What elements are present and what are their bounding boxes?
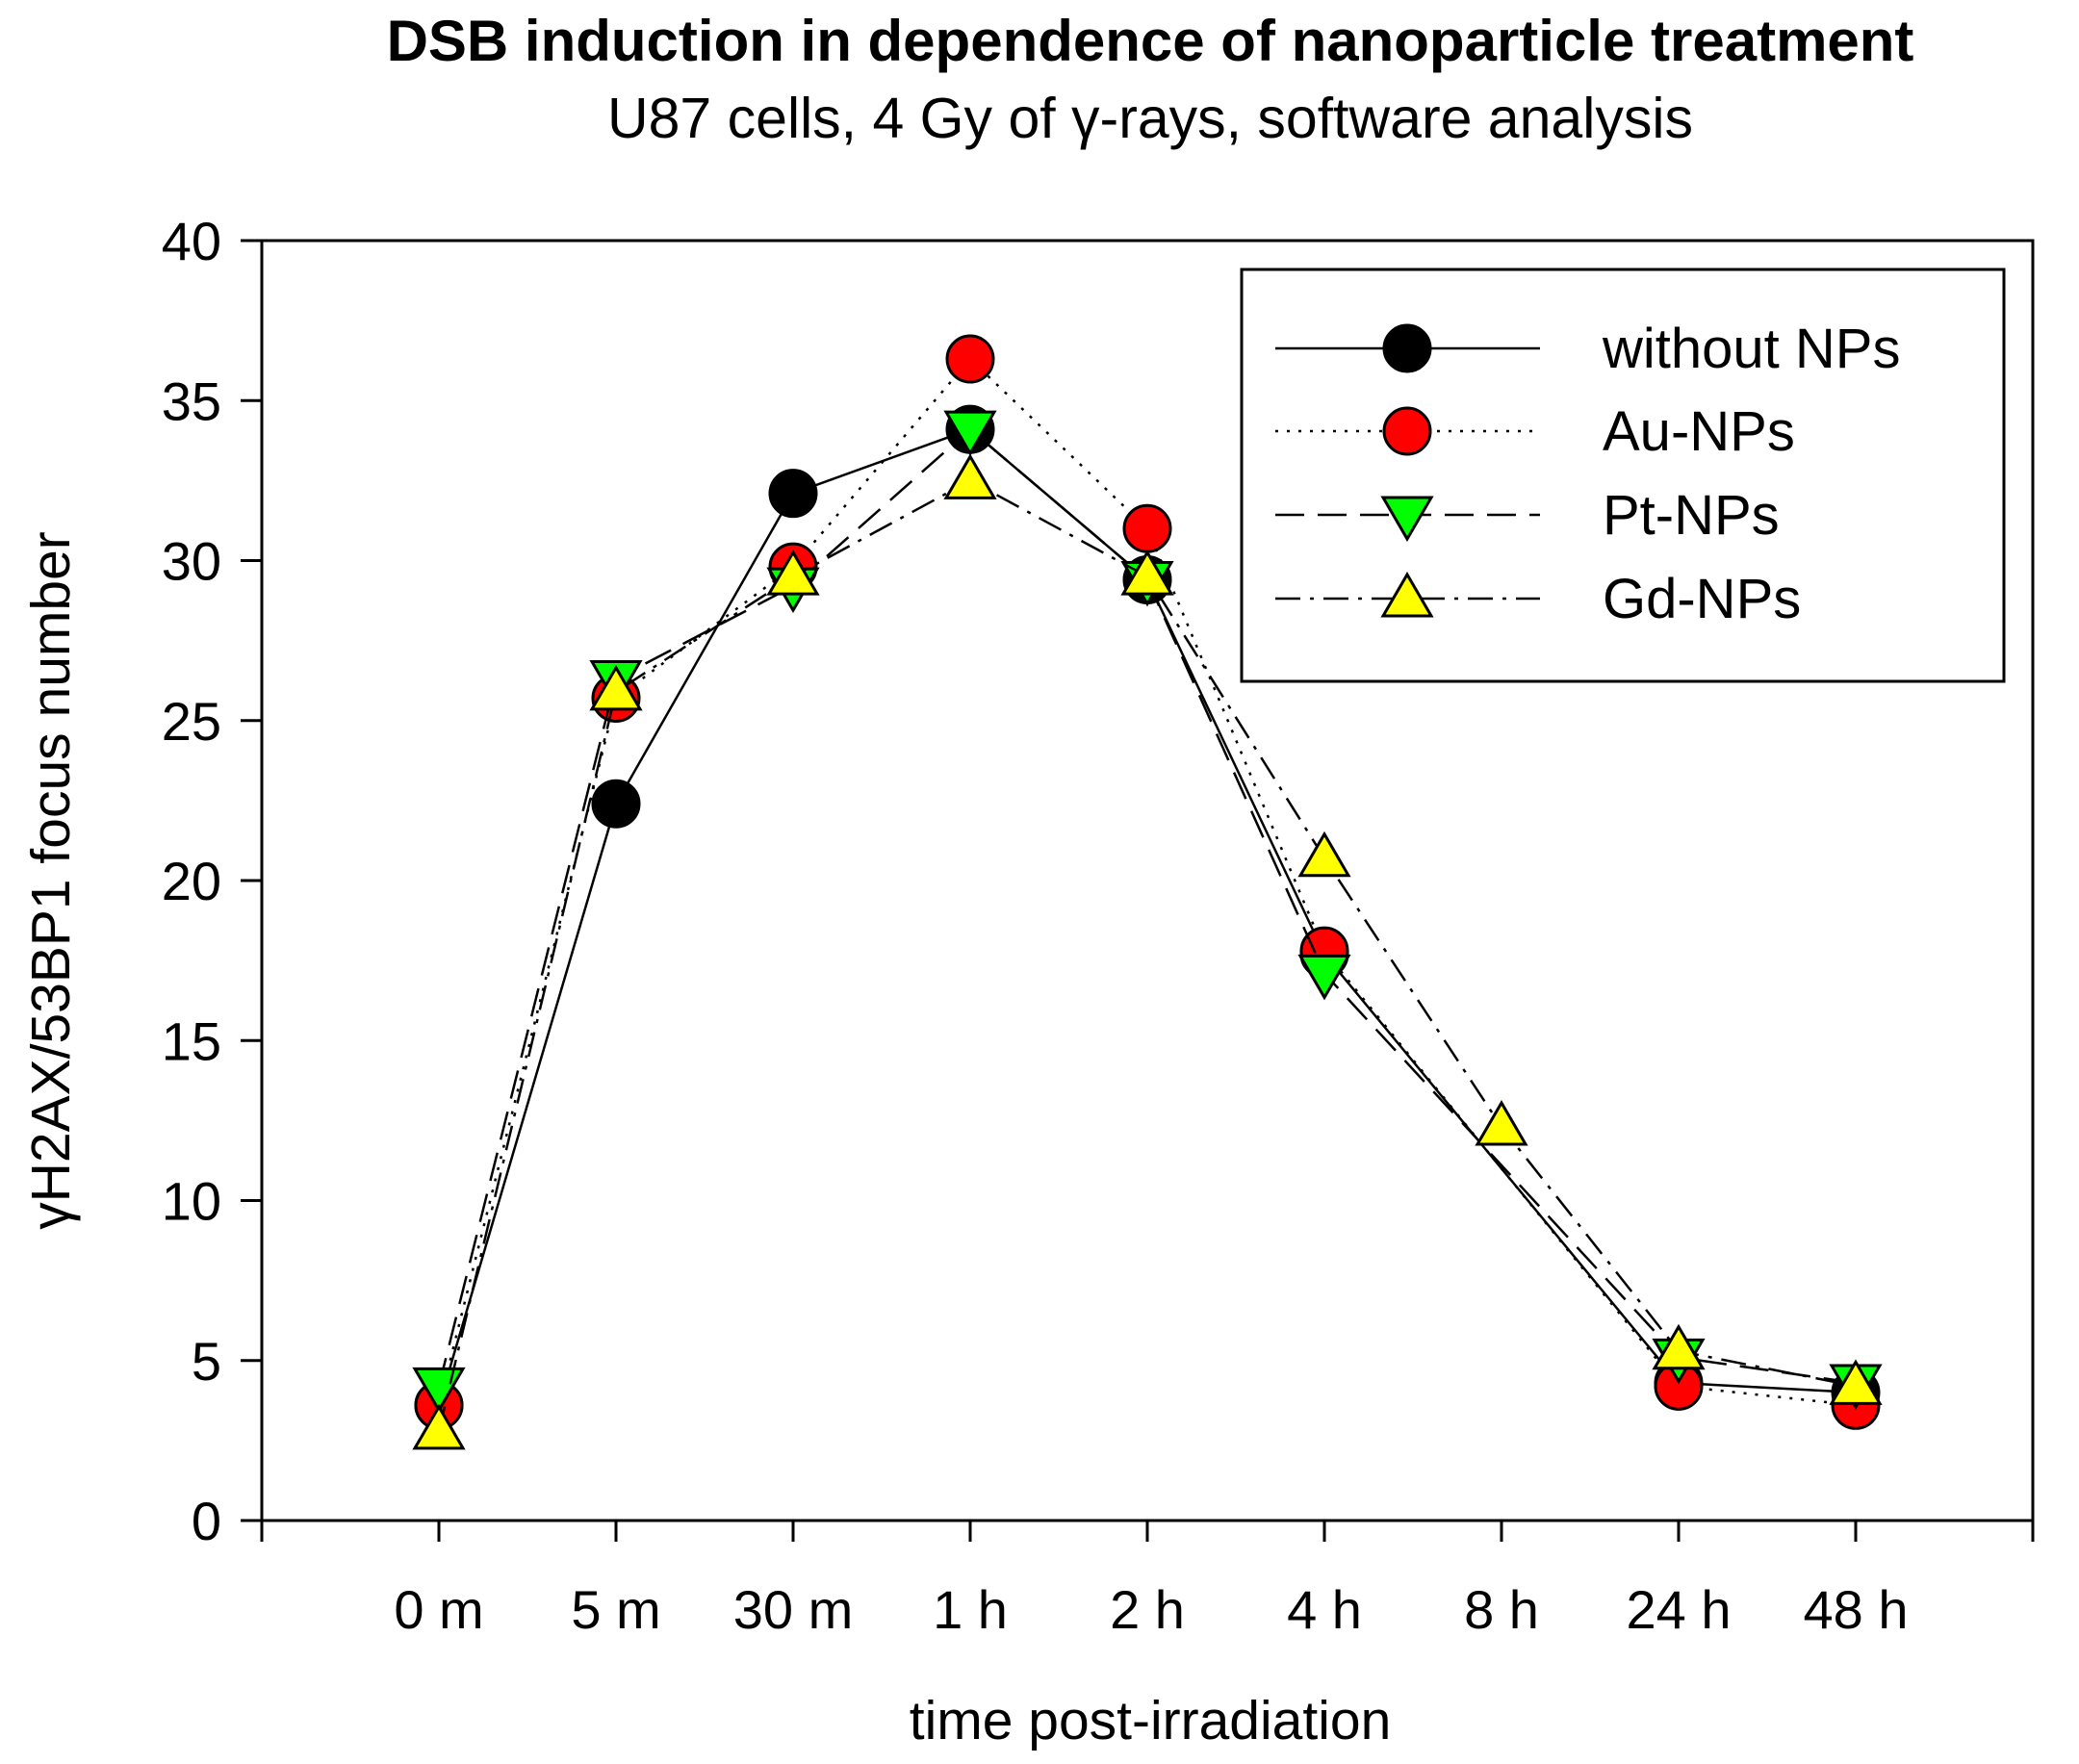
x-tick-label: 8 h — [1464, 1579, 1539, 1640]
x-tick-label: 1 h — [933, 1579, 1008, 1640]
legend-marker — [1382, 323, 1432, 373]
data-point — [945, 334, 995, 384]
legend-marker — [1380, 572, 1434, 618]
data-point — [766, 550, 820, 596]
x-tick-label: 4 h — [1287, 1579, 1362, 1640]
y-tick-label: 0 — [192, 1491, 221, 1551]
data-point — [1297, 831, 1351, 878]
y-tick-label: 40 — [162, 211, 221, 271]
y-tick-label: 10 — [162, 1171, 221, 1232]
x-tick-label: 2 h — [1110, 1579, 1185, 1640]
data-point — [768, 469, 818, 519]
y-tick-label: 35 — [162, 371, 221, 431]
data-point — [589, 664, 643, 711]
series-line — [437, 427, 1857, 1387]
data-point — [943, 410, 997, 457]
series-line — [437, 478, 1857, 1432]
x-tick-label: 24 h — [1627, 1579, 1732, 1640]
x-tick-label: 0 m — [394, 1579, 483, 1640]
x-tick-label: 5 m — [571, 1579, 660, 1640]
legend: without NPs Au-NPs Pt-NPs Gd-NPs — [1240, 268, 2006, 683]
legend-label: without NPs — [1602, 318, 1900, 380]
data-point — [1829, 1359, 1883, 1405]
data-point — [1297, 954, 1351, 1001]
y-tick-label: 30 — [162, 531, 221, 592]
series-gd-nps — [412, 453, 1883, 1450]
chart-subtitle: U87 cells, 4 Gy of γ-rays, software anal… — [607, 87, 1693, 150]
data-point — [1652, 1323, 1706, 1370]
data-point — [1475, 1100, 1528, 1146]
x-axis-label: time post-irradiation — [910, 1690, 1392, 1751]
chart-title: DSB induction in dependence of nanoparti… — [387, 9, 1914, 73]
data-point — [1120, 550, 1174, 596]
data-point — [943, 453, 997, 499]
series-line — [437, 357, 1857, 1407]
x-tick-label: 30 m — [733, 1579, 854, 1640]
legend-label: Pt-NPs — [1603, 484, 1780, 547]
y-tick-label: 5 — [192, 1331, 221, 1392]
legend-label: Au-NPs — [1603, 400, 1795, 463]
data-point — [412, 1403, 466, 1450]
y-axis-label: γH2AX/53BP1 focus number — [20, 531, 82, 1230]
y-tick-label: 15 — [162, 1010, 221, 1071]
data-point — [591, 779, 641, 829]
legend-marker — [1382, 406, 1432, 456]
x-tick-label: 48 h — [1804, 1579, 1909, 1640]
y-tick-label: 25 — [162, 691, 221, 752]
legend-marker — [1380, 496, 1434, 542]
data-point — [1122, 503, 1172, 553]
y-tick-label: 20 — [162, 851, 221, 911]
legend-box — [1240, 268, 2006, 683]
legend-label: Gd-NPs — [1603, 568, 1801, 630]
